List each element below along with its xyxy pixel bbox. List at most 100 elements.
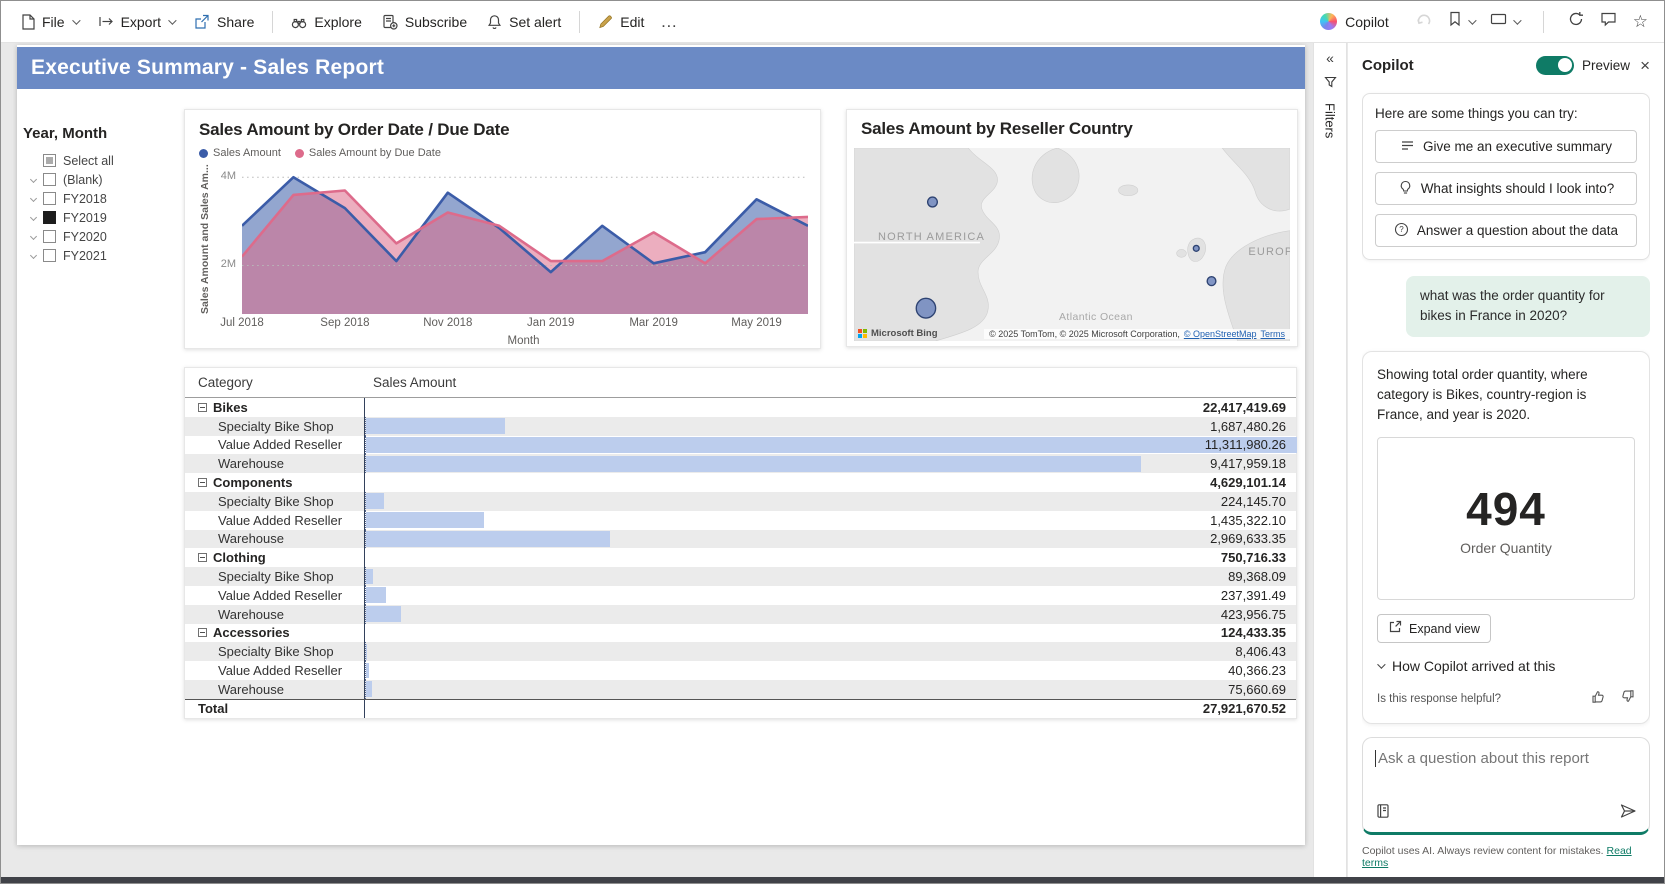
text-caret: [1375, 750, 1376, 767]
toolbar-divider: [1542, 10, 1544, 33]
favorite-star-icon[interactable]: ☆: [1632, 12, 1648, 31]
collapse-minus-icon[interactable]: [198, 402, 207, 412]
table-row[interactable]: Clothing 750,716.33: [185, 548, 1296, 568]
send-icon[interactable]: [1619, 803, 1637, 824]
table-row[interactable]: Bikes 22,417,419.69: [185, 398, 1296, 417]
expand-view-button[interactable]: Expand view: [1377, 614, 1491, 644]
table-row[interactable]: Value Added Reseller 237,391.49: [185, 585, 1296, 605]
share-button[interactable]: Share: [184, 6, 264, 38]
comment-button[interactable]: [1600, 11, 1617, 32]
data-bar: [366, 681, 373, 698]
more-options-button[interactable]: …: [660, 11, 679, 31]
table-row[interactable]: Warehouse 2,969,633.35: [185, 529, 1296, 549]
view-button[interactable]: [1490, 12, 1522, 31]
expand-filters-button[interactable]: «: [1326, 50, 1334, 66]
thumbs-down-icon[interactable]: [1620, 689, 1635, 709]
how-copilot-arrived-toggle[interactable]: How Copilot arrived at this: [1377, 658, 1635, 674]
user-message-bubble: what was the order quantity for bikes in…: [1406, 276, 1650, 337]
expand-chevron-icon[interactable]: [29, 232, 38, 241]
column-header-sales-amount[interactable]: Sales Amount: [373, 375, 457, 390]
map-bubble-united-kingdom[interactable]: [1192, 244, 1200, 253]
expand-view-icon: [1388, 620, 1402, 637]
suggestion-executive-summary-button[interactable]: Give me an executive summary: [1375, 130, 1637, 163]
expand-chevron-icon[interactable]: [29, 194, 38, 203]
explore-button[interactable]: Explore: [281, 6, 371, 38]
row-label: Specialty Bike Shop: [185, 642, 365, 662]
table-row[interactable]: Specialty Bike Shop 224,145.70: [185, 491, 1296, 511]
series-line: [242, 191, 808, 264]
map-bubble-france[interactable]: [1206, 276, 1217, 287]
copilot-toolbar-button[interactable]: Copilot: [1310, 6, 1399, 38]
read-terms-link[interactable]: Read terms: [1362, 845, 1632, 869]
checkbox-unchecked[interactable]: [43, 249, 56, 262]
table-row[interactable]: Warehouse 75,660.69: [185, 679, 1296, 699]
slicer-item-select-all[interactable]: Select all: [23, 151, 188, 170]
slicer-item-fy2019[interactable]: FY2019: [23, 208, 188, 227]
close-icon[interactable]: ×: [1640, 55, 1650, 75]
set-alert-button[interactable]: Set alert: [477, 6, 571, 38]
table-row[interactable]: Value Added Reseller 40,366.23: [185, 661, 1296, 680]
refresh-button[interactable]: [1568, 11, 1584, 32]
checkbox-checked[interactable]: [43, 211, 56, 224]
checkbox-unchecked[interactable]: [43, 192, 56, 205]
legend-item[interactable]: Sales Amount: [199, 147, 281, 159]
legend-item[interactable]: Sales Amount by Due Date: [294, 147, 441, 159]
preview-toggle[interactable]: [1536, 55, 1575, 75]
prompt-guide-icon[interactable]: [1375, 803, 1391, 824]
area-chart-svg[interactable]: [242, 164, 808, 314]
slicer-item--blank-[interactable]: (Blank): [23, 170, 188, 189]
table-row[interactable]: Warehouse 9,417,959.18: [185, 454, 1296, 474]
copilot-label: Copilot: [1345, 13, 1389, 30]
checkbox-unchecked[interactable]: [43, 230, 56, 243]
row-label: Specialty Bike Shop: [185, 416, 365, 436]
collapse-minus-icon[interactable]: [198, 553, 207, 563]
expand-chevron-icon[interactable]: [29, 251, 38, 260]
thumbs-up-icon[interactable]: [1591, 689, 1606, 709]
suggestion-question-button[interactable]: ? Answer a question about the data: [1375, 214, 1637, 247]
copilot-conversation: Here are some things you can try: Give m…: [1362, 87, 1650, 737]
bookmarks-button[interactable]: [1448, 11, 1477, 32]
suggestion-insights-button[interactable]: What insights should I look into?: [1375, 172, 1637, 205]
report-title-banner: Executive Summary - Sales Report: [17, 47, 1305, 89]
column-header-category[interactable]: Category: [198, 375, 253, 390]
collapse-minus-icon[interactable]: [198, 478, 207, 488]
table-row[interactable]: Specialty Bike Shop 89,368.09: [185, 567, 1296, 586]
copilot-input-box[interactable]: Ask a question about this report: [1362, 737, 1650, 835]
table-row[interactable]: Specialty Bike Shop 8,406.43: [185, 642, 1296, 662]
subscribe-icon: [382, 14, 398, 30]
file-menu-button[interactable]: File: [11, 6, 88, 38]
map-bubble-canada[interactable]: [926, 196, 939, 208]
cell-value: 224,145.70: [1220, 493, 1286, 509]
collapse-minus-icon[interactable]: [198, 628, 207, 638]
slicer-item-fy2021[interactable]: FY2021: [23, 246, 188, 265]
table-row[interactable]: Accessories 124,433.35: [185, 623, 1296, 643]
checkbox-unchecked[interactable]: [43, 173, 56, 186]
export-menu-button[interactable]: Export: [88, 6, 184, 38]
value-cell: 11,311,980.26: [365, 435, 1297, 455]
table-row[interactable]: Warehouse 423,956.75: [185, 604, 1296, 624]
table-row[interactable]: Value Added Reseller 11,311,980.26: [185, 435, 1297, 455]
map-bubble-united-states[interactable]: [915, 297, 937, 319]
value-cell: 4,629,101.14: [365, 473, 1296, 492]
summary-lines-icon: [1400, 138, 1415, 155]
subscribe-button[interactable]: Subscribe: [372, 6, 477, 38]
map-svg: [854, 148, 1290, 341]
report-title: Executive Summary - Sales Report: [31, 56, 385, 79]
table-rows: Bikes 22,417,419.69 Specialty Bike Shop 1,6…: [185, 398, 1297, 718]
expand-view-label: Expand view: [1409, 621, 1480, 636]
filters-pane-label[interactable]: Filters: [1322, 103, 1338, 139]
expand-chevron-icon[interactable]: [29, 213, 38, 222]
table-row[interactable]: Value Added Reseller 1,435,322.10: [185, 510, 1296, 530]
slicer-item-fy2018[interactable]: FY2018: [23, 189, 188, 208]
checkbox-partial[interactable]: [43, 154, 56, 167]
slicer-item-fy2020[interactable]: FY2020: [23, 227, 188, 246]
edit-button[interactable]: Edit: [588, 6, 654, 38]
chevron-down-icon: [168, 15, 177, 25]
table-row[interactable]: Components 4,629,101.14: [185, 473, 1296, 492]
expand-chevron-icon[interactable]: [29, 175, 38, 184]
openstreetmap-link[interactable]: © OpenStreetMap: [1183, 328, 1257, 339]
terms-link[interactable]: Terms: [1260, 328, 1286, 339]
table-row[interactable]: Specialty Bike Shop 1,687,480.26: [185, 416, 1296, 436]
table-row[interactable]: Total 27,921,670.52: [185, 698, 1296, 718]
map-canvas[interactable]: NORTH AMERICA EUROPE Atlantic Ocean Micr…: [854, 148, 1290, 341]
